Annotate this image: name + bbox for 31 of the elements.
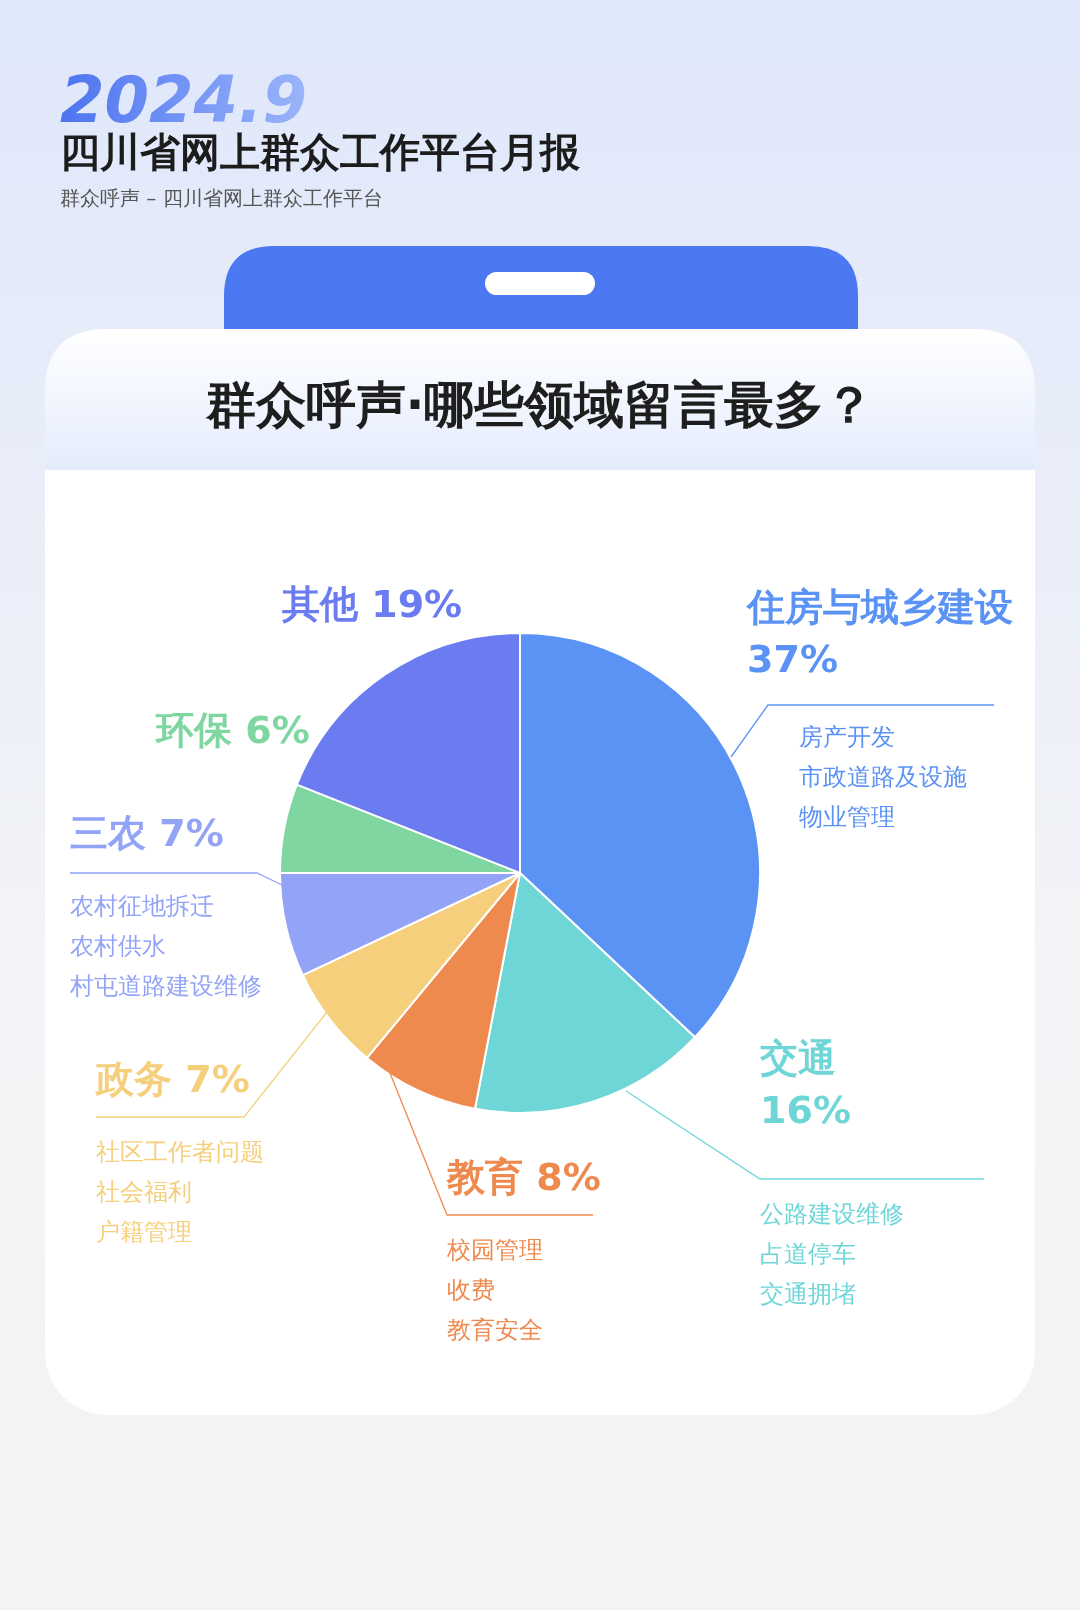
text: 交通拥堵 [760,1280,856,1308]
text: 户籍管理 [96,1218,192,1246]
slice-label: 交通 [759,1036,836,1080]
data-label: 8% [523,1155,601,1199]
slice-label: 三农 [70,811,146,855]
slice-label: 教育 [446,1155,523,1199]
slice-label: 政务 [95,1057,172,1101]
text: 公路建设维修 [760,1200,904,1228]
data-label: 6% [232,708,310,752]
chart-subtitle: 群众呼声 – 四川省网上群众工作平台 [60,186,383,210]
text: 村屯道路建设维修 [70,972,262,1000]
text: 社区工作者问题 [96,1138,264,1166]
data-label: 7% [172,1057,250,1101]
text: 农村征地拆迁 [70,892,214,920]
text: 市政道路及设施 [799,763,967,791]
data-label: 37% [747,637,838,681]
data-label: 16% [760,1088,851,1132]
text: 社会福利 [96,1178,192,1206]
slice-label: 其他 [281,582,359,626]
data-label: 19% [358,582,463,626]
slice-label: 住房与城乡建设 [745,585,1013,629]
text: 农村供水 [70,932,166,960]
chart-title: 群众呼声·哪些领域留言最多？ [204,376,875,434]
slice-label: 环保 [154,708,233,752]
text: 教育安全 [447,1316,543,1344]
text: 占道停车 [760,1240,856,1268]
data-label: 7% [146,811,224,855]
text: 校园管理 [447,1236,543,1264]
text: 收费 [447,1276,495,1304]
text: 房产开发 [799,723,895,751]
text: 物业管理 [799,803,895,831]
